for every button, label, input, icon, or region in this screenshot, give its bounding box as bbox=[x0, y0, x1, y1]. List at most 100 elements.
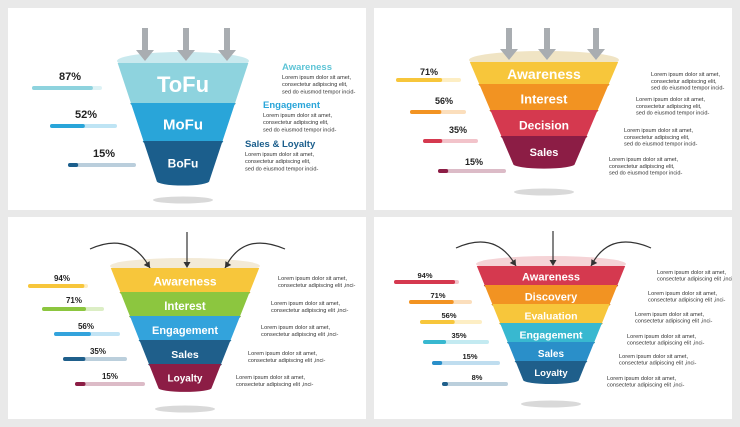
funnel-shadow bbox=[153, 196, 213, 204]
progress-fill bbox=[423, 139, 443, 143]
down-arrow-shaft bbox=[183, 28, 189, 51]
funnel-stage-label: Sales bbox=[538, 349, 565, 360]
note-text-line: consectetur adipiscing elit ,inci- bbox=[278, 283, 356, 289]
note-text-line: consectetur adipiscing elit ,inci- bbox=[627, 341, 705, 347]
note-text-line: consectetur adipiscing elit, bbox=[651, 79, 717, 85]
arrow-head bbox=[225, 261, 232, 268]
progress-fill bbox=[409, 300, 454, 304]
percentage-value: 15% bbox=[465, 157, 483, 167]
funnel-stage-label: Interest bbox=[164, 301, 206, 313]
funnel-segment-3 bbox=[143, 141, 223, 186]
funnel-diagram: ToFu MoFu BoFu 87% 52% 15% Awareness Lorem ipsu… bbox=[32, 28, 356, 204]
note-text-line: sed do eiusmod tempor incid- bbox=[636, 111, 710, 117]
down-arrow-shaft bbox=[593, 28, 599, 50]
funnel-segment-4 bbox=[499, 323, 603, 348]
progress-fill bbox=[42, 307, 87, 311]
funnel-panel-four-stage: Awareness Interest Decision Sales 71% 56% 35% 1… bbox=[374, 8, 732, 210]
funnel-diagram: Awareness Interest Decision Sales 71% 56% 35% 1… bbox=[396, 28, 725, 196]
progress-track bbox=[432, 361, 500, 365]
percentage-value: 56% bbox=[441, 311, 456, 320]
percentage-value: 15% bbox=[102, 372, 118, 381]
funnel-stage-label: Discovery bbox=[525, 291, 578, 303]
down-arrow-head bbox=[500, 49, 518, 60]
progress-fill bbox=[28, 284, 85, 288]
curved-arrow-right bbox=[590, 241, 652, 267]
progress-fill bbox=[54, 332, 91, 336]
down-arrow-shaft bbox=[224, 28, 230, 51]
note-text-line: Lorem ipsum dolor sit amet, bbox=[263, 113, 332, 119]
down-arrow-icon bbox=[218, 28, 236, 61]
note-text-line: Lorem ipsum dolor sit amet, bbox=[248, 351, 317, 357]
note-text-line: consectetur adipiscing elit ,inci- bbox=[648, 298, 726, 304]
funnel-stage-label: ToFu bbox=[157, 72, 209, 97]
progress-track bbox=[68, 163, 136, 167]
down-arrow-icon bbox=[538, 28, 556, 60]
funnel-segment-2 bbox=[479, 84, 609, 117]
progress-fill bbox=[438, 169, 449, 173]
progress-fill bbox=[32, 86, 93, 90]
note-text-line: Lorem ipsum dolor sit amet, bbox=[607, 376, 676, 382]
note-text-line: Lorem ipsum dolor sit amet, bbox=[635, 312, 704, 318]
funnel-stage-label: BoFu bbox=[168, 156, 199, 170]
note-text-line: Lorem ipsum dolor sit amet, bbox=[271, 301, 340, 307]
down-arrow-shaft bbox=[142, 28, 148, 51]
curved-arrow-left bbox=[89, 242, 151, 269]
funnel-segment-3 bbox=[490, 110, 598, 142]
percentage-value: 35% bbox=[90, 347, 106, 356]
note-text-line: sed do eiusmod tempor incid- bbox=[245, 166, 319, 172]
progress-fill bbox=[50, 124, 85, 128]
note-text-line: consectetur adipiscing elit, bbox=[624, 135, 690, 141]
funnel-segment-2 bbox=[130, 103, 236, 148]
progress-fill bbox=[63, 357, 86, 361]
funnel-stage-label: Awareness bbox=[507, 66, 581, 82]
funnel-segment-1 bbox=[117, 63, 249, 111]
arrow-head bbox=[509, 259, 516, 266]
down-arrow-head bbox=[587, 49, 605, 60]
percentage-value: 15% bbox=[462, 352, 477, 361]
down-arrow-icon bbox=[587, 28, 605, 60]
progress-fill bbox=[442, 382, 448, 386]
funnel-stage-label: Awareness bbox=[522, 271, 580, 283]
funnel-segment-1 bbox=[110, 268, 260, 300]
arrow-head bbox=[183, 262, 191, 268]
funnel-stage-label: Loyalty bbox=[534, 368, 568, 379]
note-text-line: Lorem ipsum dolor sit amet, bbox=[627, 334, 696, 340]
funnel-shadow bbox=[155, 405, 215, 413]
note-text-line: Lorem ipsum dolor sit amet, bbox=[619, 354, 688, 360]
funnel-diagram: Awareness Discovery Evaluation Engagement Sa… bbox=[394, 231, 732, 408]
note-text-line: Lorem ipsum dolor sit amet, bbox=[648, 291, 717, 297]
funnel-shadow bbox=[521, 400, 581, 408]
funnel-panel-six-stage: Awareness Discovery Evaluation Engagement Sa… bbox=[374, 217, 732, 419]
curved-arrow-left bbox=[455, 241, 517, 267]
note-text-line: Lorem ipsum dolor sit amet, bbox=[282, 75, 351, 81]
note-text-line: Lorem ipsum dolor sit amet, bbox=[651, 72, 720, 78]
funnel-panel-tofu: ToFu MoFu BoFu 87% 52% 15% Awareness Lorem ipsu… bbox=[8, 8, 366, 210]
curved-arrow-right bbox=[224, 242, 286, 269]
funnel-segment-5 bbox=[507, 342, 595, 366]
note-text-line: Lorem ipsum dolor sit amet, bbox=[261, 325, 330, 331]
note-text-line: consectetur adipiscing elit ,inci- bbox=[619, 361, 697, 367]
progress-fill bbox=[420, 320, 455, 324]
progress-track bbox=[438, 169, 506, 173]
percentage-value: 71% bbox=[66, 296, 82, 305]
note-title: Sales & Loyalty bbox=[245, 139, 316, 150]
note-text-line: Lorem ipsum dolor sit amet, bbox=[636, 97, 705, 103]
funnel-stage-label: MoFu bbox=[163, 116, 203, 133]
percentage-value: 71% bbox=[430, 291, 445, 300]
funnel-segment-2 bbox=[120, 292, 250, 323]
funnel-segment-4 bbox=[501, 136, 587, 169]
down-arrow-head bbox=[538, 49, 556, 60]
note-text-line: consectetur adipiscing elit ,inci- bbox=[635, 319, 713, 325]
progress-track bbox=[75, 382, 145, 386]
note-title: Engagement bbox=[263, 100, 321, 111]
percentage-value: 15% bbox=[93, 148, 115, 160]
progress-fill bbox=[396, 78, 443, 82]
note-text-line: Lorem ipsum dolor sit amet, bbox=[609, 157, 678, 163]
incoming-arrows-icon bbox=[89, 232, 286, 269]
note-text-line: consectetur adipiscing elit, bbox=[245, 159, 311, 165]
note-text-line: sed do eiusmod tempor incid- bbox=[609, 171, 683, 177]
down-arrow-icon bbox=[177, 28, 195, 61]
funnel-stage-label: Evaluation bbox=[524, 310, 577, 322]
arrow-head bbox=[591, 259, 598, 266]
progress-track bbox=[442, 382, 508, 386]
